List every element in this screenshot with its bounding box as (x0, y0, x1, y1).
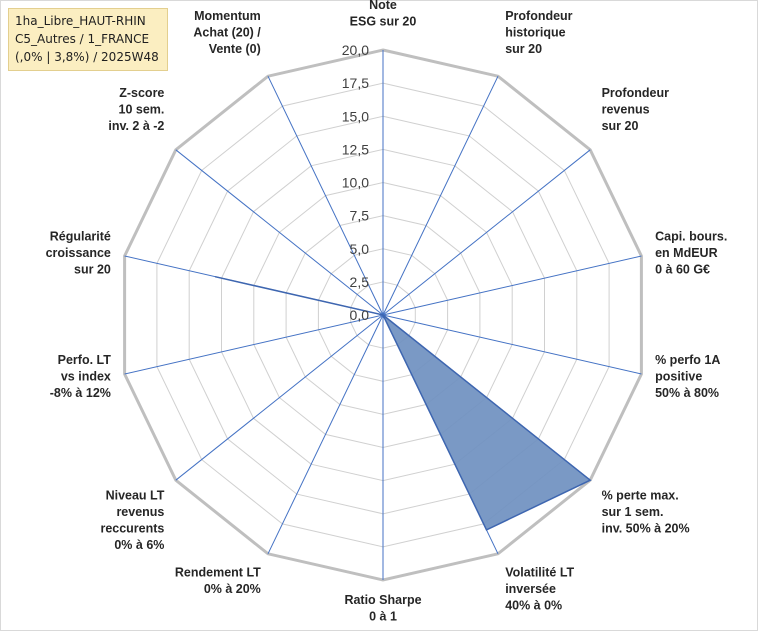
axis-label-9: Niveau LT revenus reccurents 0% à 6% (100, 489, 164, 553)
axis-label-13: Momentum Achat (20) / Vente (0) (193, 9, 261, 56)
series-area (214, 275, 592, 531)
chart-title-box: 1ha_Libre_HAUT-RHIN C5_Autres / 1_FRANCE… (8, 8, 168, 71)
tick-label-3: 7,5 (350, 208, 370, 224)
title-line-2: C5_Autres / 1_FRANCE (15, 32, 150, 46)
spoke-8 (267, 314, 384, 555)
axis-label-0: Note ESG sur 20 (350, 0, 417, 29)
tick-label-8: 20,0 (342, 42, 369, 58)
series-layer (214, 275, 592, 531)
tick-label-1: 2,5 (350, 274, 370, 290)
axis-label-7: Ratio Sharpe 0 à 1 (344, 593, 421, 624)
tick-label-4: 10,0 (342, 175, 369, 191)
axis-label-4: % perfo 1A positive 50% à 80% (655, 353, 720, 400)
axis-label-2: Profondeur revenus sur 20 (602, 86, 669, 133)
spoke-10 (124, 314, 384, 375)
axis-labels: Note ESG sur 20 Profondeur historique sur 20… (46, 0, 728, 624)
axis-label-5: % perte max. sur 1 sem. inv. 50% à 20% (602, 489, 690, 536)
title-line-1: 1ha_Libre_HAUT-RHIN (15, 14, 146, 28)
axis-label-11: Régularité croissance sur 20 (46, 230, 111, 277)
axis-label-3: Capi. bours. en MdEUR 0 à 60 G€ (655, 230, 727, 277)
tick-label-5: 12,5 (342, 141, 369, 157)
axis-label-1: Profondeur historique sur 20 (505, 9, 572, 56)
spoke-12 (175, 149, 384, 316)
spoke-13 (267, 75, 384, 316)
axis-label-10: Perfo. LT vs index -8% à 12% (50, 353, 112, 400)
spoke-3 (382, 255, 642, 316)
tick-label-2: 5,0 (350, 241, 370, 257)
spoke-9 (175, 314, 384, 481)
axis-label-6: Volatilité LT inversée 40% à 0% (505, 566, 574, 613)
tick-label-7: 17,5 (342, 75, 369, 91)
title-line-3: (,0% | 3,8%) / 2025W48 (15, 50, 159, 64)
tick-label-6: 15,0 (342, 108, 369, 124)
spoke-2 (382, 149, 591, 316)
axis-label-12: Z-score 10 sem. inv. 2 à -2 (108, 86, 164, 133)
tick-label-0: 0,0 (350, 307, 370, 323)
axis-label-8: Rendement LT 0% à 20% (175, 566, 261, 597)
spoke-4 (382, 314, 642, 375)
spoke-1 (382, 75, 499, 316)
tick-labels: 0,0 2,5 5,0 7,5 10,0 12,5 15,0 17,5 20,0 (342, 42, 369, 323)
